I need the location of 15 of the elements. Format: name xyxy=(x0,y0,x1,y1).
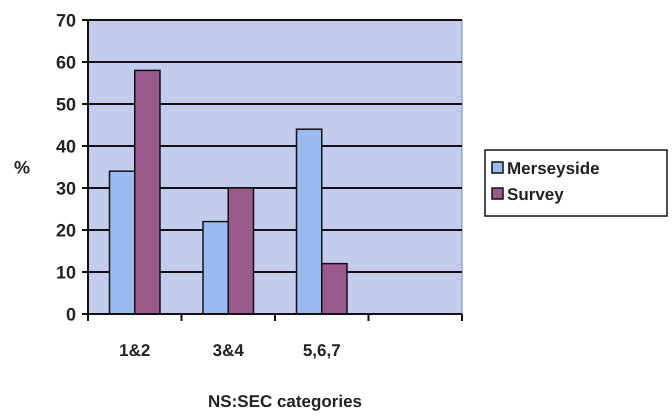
y-tick-label: 10 xyxy=(56,262,76,282)
legend-label: Survey xyxy=(507,184,564,204)
y-tick-label: 40 xyxy=(56,136,76,156)
y-tick-label: 30 xyxy=(56,178,76,198)
y-tick-label: 0 xyxy=(66,304,76,324)
y-axis-title: % xyxy=(14,157,30,178)
x-tick-label: 1&2 xyxy=(119,341,150,360)
legend-label: Merseyside xyxy=(507,158,600,178)
x-tick-label: 5,6,7 xyxy=(302,341,341,360)
y-tick-label: 60 xyxy=(56,52,76,72)
y-tick-label: 70 xyxy=(56,10,76,30)
x-axis-title: NS:SEC categories xyxy=(208,392,362,411)
x-tick-label: 3&4 xyxy=(212,341,244,360)
y-tick-label: 50 xyxy=(56,94,76,114)
y-tick-label: 20 xyxy=(56,220,76,240)
